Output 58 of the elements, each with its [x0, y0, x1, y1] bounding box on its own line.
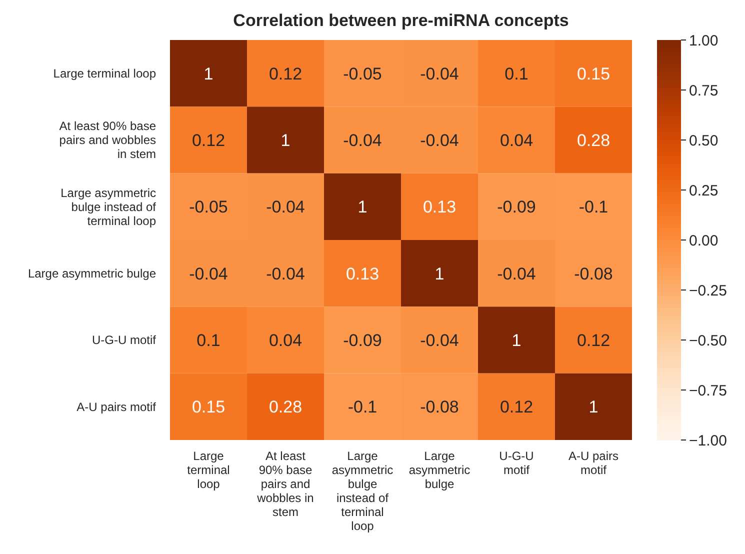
data-label: -0.04	[420, 330, 459, 350]
data-label: -0.04	[343, 130, 382, 150]
color-bar-label: −0.50	[689, 332, 727, 350]
data-label: 0.1	[196, 330, 220, 350]
y-tick-label: At least 90% base pairs and wobbles in stem	[59, 119, 156, 162]
x-tick-label: At least 90% base pairs and wobbles in stem	[256, 449, 314, 519]
x-tick-label: Large asymmetric bulge	[408, 449, 470, 491]
y-tick-label: U-G-U motif	[92, 333, 157, 348]
data-label: -0.04	[497, 264, 536, 284]
data-label: 1	[204, 64, 214, 84]
data-label: 1	[358, 198, 368, 217]
data-label: 0.13	[346, 264, 380, 284]
data-label: -0.04	[420, 64, 459, 84]
data-label: 1	[588, 398, 598, 417]
y-tick-label: Large terminal loop	[53, 66, 156, 81]
data-label: -0.08	[574, 264, 613, 284]
data-label: 0.1	[504, 64, 528, 84]
data-label: 0.12	[576, 330, 610, 350]
data-label: 0.15	[576, 64, 610, 84]
data-label: 0.04	[268, 330, 302, 350]
x-tick-label: A-U pairs motif	[568, 449, 619, 477]
data-label: -0.08	[420, 398, 459, 417]
data-label: -0.1	[348, 398, 378, 417]
x-tick-label: Large asymmetric bulge instead of terminal loop	[332, 449, 394, 533]
color-bar-label: −1.00	[689, 432, 727, 450]
data-label: -0.04	[189, 264, 228, 284]
data-label: 1	[280, 130, 290, 150]
color-bar-label: 0.50	[689, 132, 718, 150]
data-label: -0.09	[497, 198, 536, 217]
data-label: 0.15	[192, 398, 226, 417]
chart-title: Correlation between pre-miRNA concepts	[233, 11, 569, 30]
data-label: -0.05	[343, 64, 382, 84]
color-bar-label: 0.00	[689, 232, 718, 250]
color-bar-label: −0.75	[689, 382, 727, 400]
data-label: 1	[512, 330, 522, 350]
data-label: 0.28	[268, 398, 302, 417]
data-label: -0.04	[266, 198, 305, 217]
color-bar-label: 1.00	[689, 32, 718, 50]
data-label: 0.04	[500, 130, 534, 150]
x-tick-label: U-G-U motif	[499, 449, 534, 477]
data-label: 0.28	[576, 130, 610, 150]
data-label: -0.04	[420, 130, 459, 150]
y-tick-label: Large asymmetric bulge instead of terminal loop	[60, 186, 157, 228]
y-tick-label: Large asymmetric bulge	[28, 266, 156, 281]
y-tick-label: A-U pairs motif	[76, 400, 157, 414]
data-label: 0.12	[268, 64, 302, 84]
data-label: 0.13	[422, 198, 456, 217]
data-label: 0.12	[192, 130, 226, 150]
data-label: -0.04	[266, 264, 305, 284]
data-label: 0.12	[500, 398, 534, 417]
color-bar-label: −0.25	[689, 282, 727, 300]
data-label: -0.05	[189, 198, 228, 217]
data-label: -0.09	[343, 330, 382, 350]
data-label: -0.1	[578, 198, 608, 217]
color-bar-label: 0.75	[689, 82, 718, 100]
data-label: 1	[434, 264, 444, 284]
x-tick-label: Large terminal loop	[187, 449, 230, 491]
color-bar-label: 0.25	[689, 182, 718, 200]
